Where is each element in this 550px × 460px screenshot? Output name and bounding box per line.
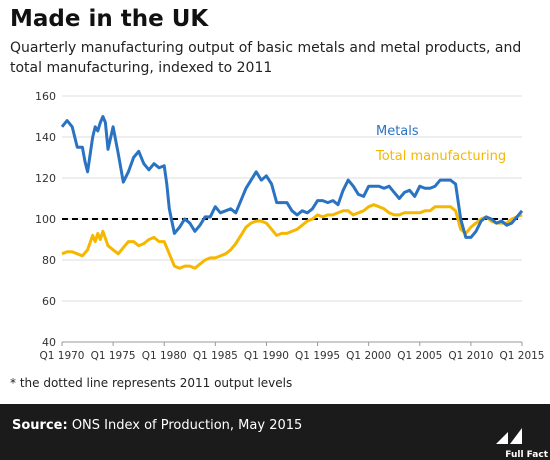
y-tick-label: 160 (35, 90, 56, 103)
page-title: Made in the UK (10, 6, 209, 32)
x-tick-label: Q1 2010 (448, 350, 493, 362)
x-tick-label: Q1 2005 (397, 350, 442, 362)
series-group (60, 115, 524, 270)
series-line-total-manufacturing (61, 203, 523, 270)
x-tick-label: Q1 1995 (295, 350, 340, 362)
x-tick-label: Q1 2015 (499, 350, 544, 362)
legend-label: Metals (376, 124, 419, 139)
legend: Metals Total manufacturing (375, 124, 506, 164)
y-tick-label: 60 (42, 295, 56, 308)
x-tick-label: Q1 1990 (244, 350, 289, 362)
chart-subtitle: Quarterly manufacturing output of basic … (10, 40, 522, 76)
source-label: Source: (12, 418, 68, 433)
footer-bar: Source: ONS Index of Production, May 201… (0, 404, 550, 460)
x-tick-label: Q1 1975 (91, 350, 136, 362)
footnote: * the dotted line represents 2011 output… (10, 376, 293, 390)
x-tick-label: Q1 1985 (193, 350, 238, 362)
line-chart: 40 60 80 100 120 140 160 Q1 1970 Q1 1975 Q1 1980 Q… (35, 90, 545, 362)
legend-label: Total manufacturing (375, 149, 506, 164)
y-tick-label: 120 (35, 172, 56, 185)
x-tick-label: Q1 1980 (142, 350, 187, 362)
y-tick-label: 100 (35, 213, 56, 226)
y-tick-label: 40 (42, 336, 56, 349)
axis-labels: 40 60 80 100 120 140 160 Q1 1970 Q1 1975 Q1 1980 Q… (35, 90, 545, 362)
x-tick-label: Q1 2000 (346, 350, 391, 362)
source-text: ONS Index of Production, May 2015 (71, 418, 303, 433)
y-tick-label: 80 (42, 254, 56, 267)
logo-text: Full Fact (505, 450, 548, 460)
x-tick-label: Q1 1970 (39, 350, 84, 362)
series-line-metals (60, 115, 524, 239)
y-tick-label: 140 (35, 131, 56, 144)
source-line: Source: ONS Index of Production, May 201… (12, 418, 302, 433)
full-fact-logo-icon (496, 428, 522, 444)
